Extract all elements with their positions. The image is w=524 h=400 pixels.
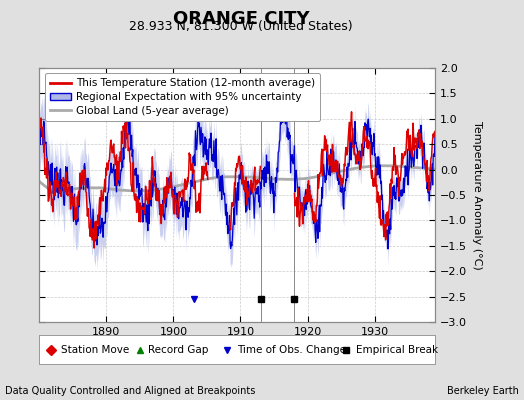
Y-axis label: Temperature Anomaly (°C): Temperature Anomaly (°C) [473, 121, 483, 269]
Text: ORANGE CITY: ORANGE CITY [173, 10, 309, 28]
Text: Station Move: Station Move [61, 344, 129, 354]
Text: Berkeley Earth: Berkeley Earth [447, 386, 519, 396]
Text: 28.933 N, 81.300 W (United States): 28.933 N, 81.300 W (United States) [129, 20, 353, 33]
Legend: This Temperature Station (12-month average), Regional Expectation with 95% uncer: This Temperature Station (12-month avera… [45, 73, 320, 121]
Text: Empirical Break: Empirical Break [356, 344, 438, 354]
Text: Time of Obs. Change: Time of Obs. Change [237, 344, 346, 354]
Text: Data Quality Controlled and Aligned at Breakpoints: Data Quality Controlled and Aligned at B… [5, 386, 256, 396]
Text: Record Gap: Record Gap [148, 344, 209, 354]
